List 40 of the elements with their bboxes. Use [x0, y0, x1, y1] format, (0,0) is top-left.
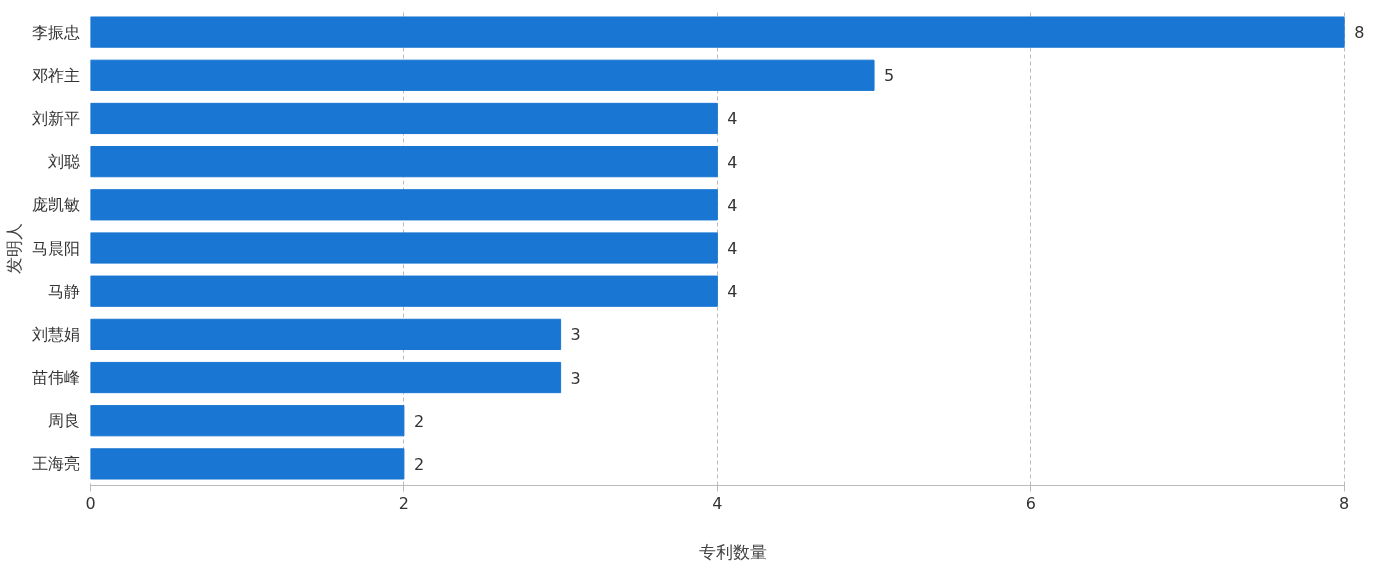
y-tick-label: 刘聪: [47, 152, 80, 172]
y-tick-label: 刘慧娟: [31, 324, 80, 344]
bar: [90, 361, 562, 394]
data-label: 4: [727, 109, 738, 129]
bar: [90, 318, 562, 350]
x-tick-label: 6: [1025, 493, 1036, 513]
y-axis-title: 发明人: [3, 222, 24, 274]
y-tick-label: 王海亮: [31, 454, 80, 474]
y-tick-label: 周良: [47, 411, 80, 431]
bar: [90, 232, 718, 264]
y-tick-label: 刘新平: [31, 108, 80, 128]
data-label: 4: [727, 152, 738, 172]
bar: [90, 275, 718, 307]
bar: [90, 189, 718, 221]
bar: [90, 102, 718, 135]
data-label: 4: [727, 282, 738, 302]
x-tick-label: 0: [85, 493, 96, 513]
bar: [90, 146, 718, 178]
data-label: 3: [570, 368, 581, 388]
y-tick-label: 苗伟峰: [31, 368, 80, 388]
bar: [90, 59, 875, 91]
y-tick-label: 马静: [47, 281, 80, 301]
x-tick-label: 2: [398, 493, 410, 513]
data-label: 5: [884, 66, 895, 86]
x-tick-label: 4: [712, 493, 723, 513]
data-label: 2: [413, 454, 425, 474]
data-label: 2: [413, 411, 425, 431]
data-label: 4: [727, 239, 738, 258]
y-tick-label: 邓祚主: [31, 65, 80, 85]
x-tick-label: 8: [1339, 493, 1350, 513]
data-label: 4: [727, 195, 738, 215]
y-tick-label: 马晨阳: [31, 238, 80, 258]
bar: [90, 16, 1345, 48]
x-axis-title: 专利数量: [699, 541, 767, 562]
bar: [90, 405, 405, 437]
data-label: 3: [570, 325, 581, 345]
y-tick-label: 李振忠: [31, 22, 80, 42]
bar: [90, 448, 405, 480]
y-tick-label: 庞凯敏: [31, 195, 80, 215]
data-label: 8: [1354, 23, 1365, 43]
